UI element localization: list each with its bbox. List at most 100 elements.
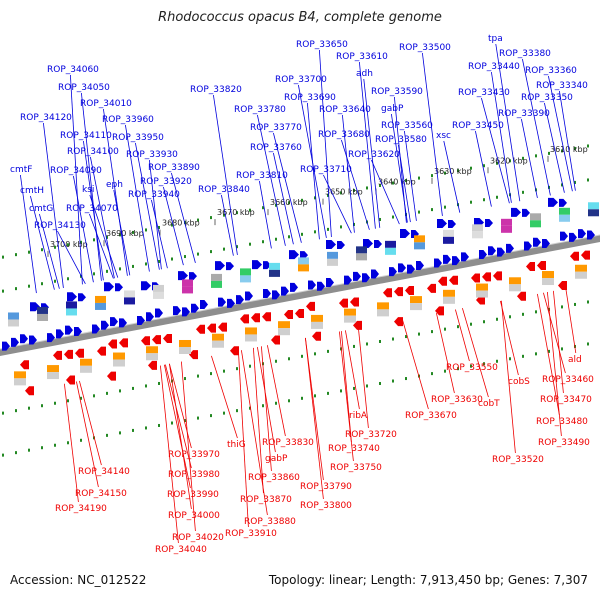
- reverse-gene-arrow: [163, 334, 172, 344]
- lower-rail-dot: [444, 369, 446, 373]
- upper-rail-dot: [15, 253, 17, 257]
- forward-feature-block: [66, 301, 77, 309]
- reverse-gene-arrow: [196, 324, 205, 334]
- reverse-leader-line: [500, 300, 519, 376]
- lower-inner-rail-dot: [392, 337, 394, 341]
- forward-gene-arrow: [548, 197, 558, 207]
- forward-leader-line: [422, 52, 443, 216]
- lower-rail-dot: [236, 409, 238, 413]
- upper-inner-rail-dot: [561, 183, 563, 187]
- forward-gene-arrow: [215, 261, 225, 271]
- reverse-feature-block: [14, 371, 26, 379]
- forward-feature-block: [37, 313, 48, 321]
- upper-rail-dot: [314, 196, 316, 200]
- reverse-gene-label: cobT: [478, 399, 500, 409]
- forward-leader-line: [113, 189, 131, 276]
- reverse-gene-arrow: [230, 346, 239, 356]
- reverse-gene-arrow: [75, 348, 84, 358]
- forward-gene-label: ROP_34070: [66, 204, 118, 214]
- forward-leader-line: [151, 199, 168, 269]
- forward-feature-block: [530, 213, 541, 221]
- lower-inner-rail-dot: [509, 315, 511, 319]
- forward-gene-arrow: [227, 298, 235, 308]
- reverse-gene-label: ROP_34150: [75, 489, 127, 499]
- forward-gene-arrow: [178, 271, 188, 281]
- upper-rail-dot: [574, 146, 576, 150]
- reverse-feature-block: [344, 308, 356, 316]
- upper-inner-rail-dot: [15, 287, 17, 291]
- forward-feature-block: [327, 258, 338, 266]
- forward-gene-label: adh: [356, 69, 373, 79]
- upper-inner-rail-dot: [288, 235, 290, 239]
- lower-inner-rail-dot: [145, 384, 147, 388]
- lower-rail-dot: [509, 357, 511, 361]
- kbp-tick-label: 3650 kbp: [325, 188, 363, 197]
- forward-gene-arrow: [560, 231, 568, 241]
- reverse-gene-arrow: [435, 306, 444, 316]
- lower-rail-dot: [470, 364, 472, 368]
- forward-feature-block: [211, 280, 222, 288]
- reverse-leader-line: [257, 347, 276, 453]
- forward-gene-label: ROP_34110: [60, 131, 112, 141]
- forward-gene-arrow: [173, 306, 181, 316]
- reverse-gene-label: ROP_33750: [330, 463, 382, 473]
- reverse-gene-arrow: [207, 323, 216, 333]
- forward-feature-block: [588, 202, 599, 210]
- forward-gene-arrow: [289, 250, 299, 260]
- lower-rail-dot: [249, 406, 251, 410]
- forward-gene-arrow: [110, 317, 118, 327]
- forward-leader-line: [259, 180, 272, 249]
- forward-feature-block: [153, 291, 164, 299]
- reverse-gene-label: ROP_33520: [492, 455, 544, 465]
- reverse-gene-arrow: [284, 310, 293, 320]
- upper-rail-dot: [41, 248, 43, 252]
- forward-gene-arrow: [497, 247, 505, 257]
- forward-gene-label: ROP_33840: [198, 185, 250, 195]
- forward-leader-line: [257, 114, 286, 246]
- forward-gene-arrow: [443, 254, 451, 264]
- upper-inner-rail-dot: [2, 289, 4, 293]
- forward-leader-line: [475, 130, 492, 207]
- lower-inner-rail-dot: [574, 302, 576, 306]
- forward-gene-label: ROP_33560: [381, 121, 433, 131]
- forward-gene-label: ROP_33650: [296, 40, 348, 50]
- forward-gene-label: ROP_34010: [80, 99, 132, 109]
- lower-rail-dot: [223, 411, 225, 415]
- lower-rail-dot: [80, 438, 82, 442]
- reverse-gene-arrow: [189, 350, 198, 360]
- upper-rail-dot: [418, 176, 420, 180]
- forward-gene-arrow: [155, 308, 163, 318]
- forward-feature-block: [588, 209, 599, 217]
- reverse-feature-block: [443, 296, 455, 304]
- upper-rail-dot: [548, 151, 550, 155]
- kbp-tick-label: 3640 kbp: [378, 178, 416, 187]
- forward-feature-block: [414, 242, 425, 250]
- forward-gene-arrow: [146, 312, 154, 322]
- forward-feature-block: [124, 297, 135, 305]
- lower-inner-rail-dot: [15, 409, 17, 413]
- upper-inner-rail-dot: [431, 208, 433, 212]
- forward-gene-arrow: [67, 292, 77, 302]
- forward-leader-line: [83, 140, 104, 281]
- upper-rail-dot: [509, 159, 511, 163]
- reverse-gene-arrow: [558, 280, 567, 290]
- forward-gene-arrow: [533, 237, 541, 247]
- reverse-leader-line: [164, 364, 191, 489]
- genome-summary: Topology: linear; Length: 7,913,450 bp; …: [268, 573, 588, 587]
- forward-gene-label: tpa: [488, 34, 503, 44]
- forward-gene-arrow: [524, 241, 532, 251]
- upper-rail-dot: [262, 206, 264, 210]
- upper-rail-dot: [522, 156, 524, 160]
- upper-inner-rail-dot: [496, 195, 498, 199]
- forward-leader-line: [371, 159, 400, 225]
- reverse-leader-line: [537, 293, 560, 416]
- forward-leader-line: [89, 213, 114, 279]
- upper-inner-rail-dot: [93, 272, 95, 276]
- reverse-gene-label: ROP_33720: [345, 430, 397, 440]
- reverse-feature-block: [47, 372, 59, 380]
- lower-rail-dot: [379, 381, 381, 385]
- lower-rail-dot: [535, 352, 537, 356]
- lower-rail-dot: [340, 389, 342, 393]
- lower-rail-dot: [496, 359, 498, 363]
- reverse-gene-arrow: [339, 298, 348, 308]
